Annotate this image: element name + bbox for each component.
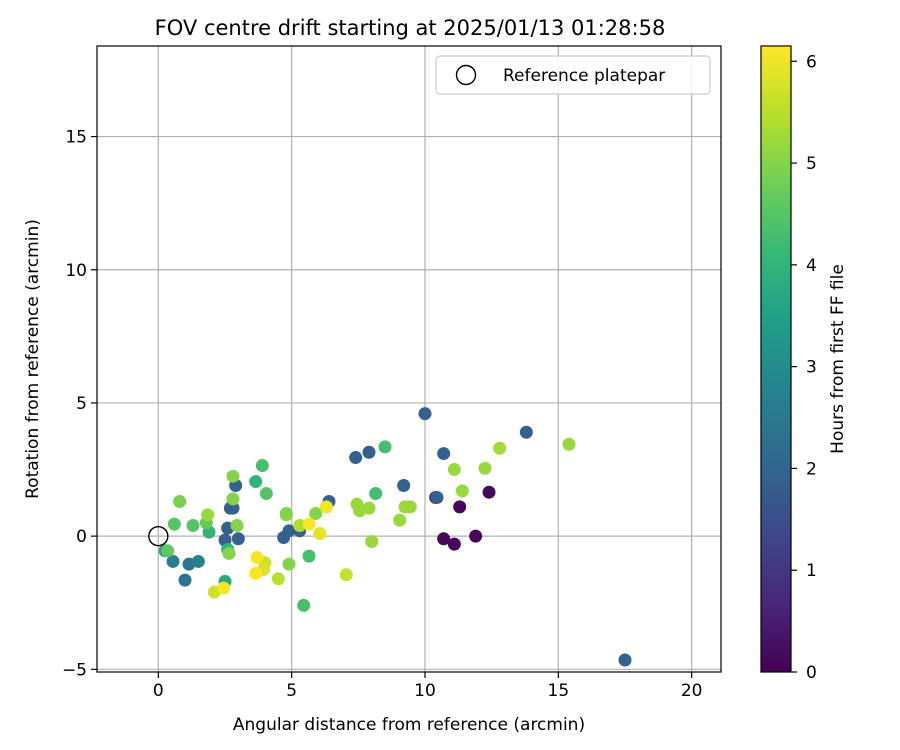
colorbar-tick-label: 0 — [806, 663, 817, 683]
data-point — [226, 501, 240, 515]
data-point — [430, 491, 444, 505]
data-point — [493, 441, 507, 455]
data-point — [186, 518, 200, 532]
data-point — [482, 485, 496, 499]
data-point — [226, 469, 240, 483]
data-point — [191, 554, 205, 568]
scatter-points — [158, 407, 632, 667]
colorbar-tick-label: 4 — [806, 256, 817, 276]
data-point — [161, 544, 175, 558]
colorbar-tick-label: 5 — [806, 154, 817, 174]
data-point — [178, 573, 192, 587]
data-point — [453, 500, 467, 514]
data-point — [173, 495, 187, 509]
grid-lines — [97, 46, 721, 672]
data-point — [378, 440, 392, 454]
colorbar-gradient — [760, 45, 792, 673]
reference-marker-layer — [148, 525, 169, 547]
y-tick-label: 0 — [76, 527, 87, 547]
data-point — [167, 517, 181, 531]
y-tick-label: −5 — [62, 660, 87, 680]
y-tick-label: 5 — [76, 394, 87, 414]
x-tick-label: 10 — [414, 681, 436, 701]
legend-box — [435, 55, 711, 95]
data-point — [279, 508, 293, 522]
x-tick-label: 15 — [548, 681, 570, 701]
colorbar-title: Hours from first FF file — [828, 264, 848, 454]
data-point — [618, 653, 632, 667]
data-point — [437, 447, 451, 461]
data-point — [217, 581, 231, 595]
data-point — [397, 479, 411, 493]
data-point — [302, 549, 316, 563]
axis-ticks: 0 5 10 15 20 −5 0 5 10 15 — [62, 128, 703, 701]
y-tick-label: 15 — [65, 128, 87, 148]
data-point — [277, 530, 291, 544]
data-point — [447, 463, 461, 477]
data-point — [349, 451, 363, 465]
colorbar-tick-label: 3 — [806, 358, 817, 378]
data-point — [339, 568, 353, 582]
y-tick-label: 10 — [65, 261, 87, 281]
colorbar-tick-label: 6 — [806, 52, 817, 72]
colorbar-tick-label: 2 — [806, 459, 817, 479]
data-point — [302, 517, 316, 531]
data-point — [469, 529, 483, 543]
x-axis-title: Angular distance from reference (arcmin) — [233, 715, 585, 735]
colorbar-ticks: 0 1 2 3 4 5 6 — [791, 52, 817, 683]
data-point — [519, 425, 533, 439]
x-tick-label: 20 — [681, 681, 703, 701]
data-point — [447, 537, 461, 551]
chart-title: FOV centre drift starting at 2025/01/13 … — [155, 16, 666, 40]
data-point — [362, 445, 376, 459]
data-point — [259, 487, 273, 501]
data-point — [403, 500, 417, 514]
legend-label-reference: Reference platepar — [503, 66, 665, 86]
data-point — [309, 507, 323, 521]
data-point — [166, 554, 180, 568]
y-axis-title: Rotation from reference (arcmin) — [23, 219, 43, 499]
data-point — [478, 461, 492, 475]
data-point — [249, 566, 263, 580]
data-point — [369, 487, 383, 501]
data-point — [313, 526, 327, 540]
data-point — [365, 534, 379, 548]
colorbar-tick-label: 1 — [806, 561, 817, 581]
data-point — [226, 492, 240, 506]
legend-reference-marker — [455, 64, 477, 86]
x-tick-label: 0 — [153, 681, 164, 701]
data-point — [222, 546, 236, 560]
data-point — [255, 459, 269, 473]
data-point — [297, 598, 311, 612]
data-point — [271, 572, 285, 586]
data-point — [230, 518, 244, 532]
data-point — [562, 437, 576, 451]
data-point — [231, 532, 245, 546]
data-point — [282, 557, 296, 571]
reference-platepar-marker — [148, 525, 169, 547]
plot-frame — [96, 45, 722, 673]
legend: Reference platepar — [435, 55, 711, 95]
x-tick-label: 5 — [286, 681, 297, 701]
data-point — [418, 407, 432, 421]
data-point — [362, 501, 376, 515]
data-point — [319, 500, 333, 514]
data-point — [455, 484, 469, 498]
data-point — [249, 475, 263, 489]
data-point — [250, 550, 264, 564]
data-point — [201, 508, 215, 522]
colorbar: 0 1 2 3 4 5 6 Hours from first FF file — [760, 45, 848, 683]
data-point — [393, 513, 407, 527]
data-point — [437, 532, 451, 546]
